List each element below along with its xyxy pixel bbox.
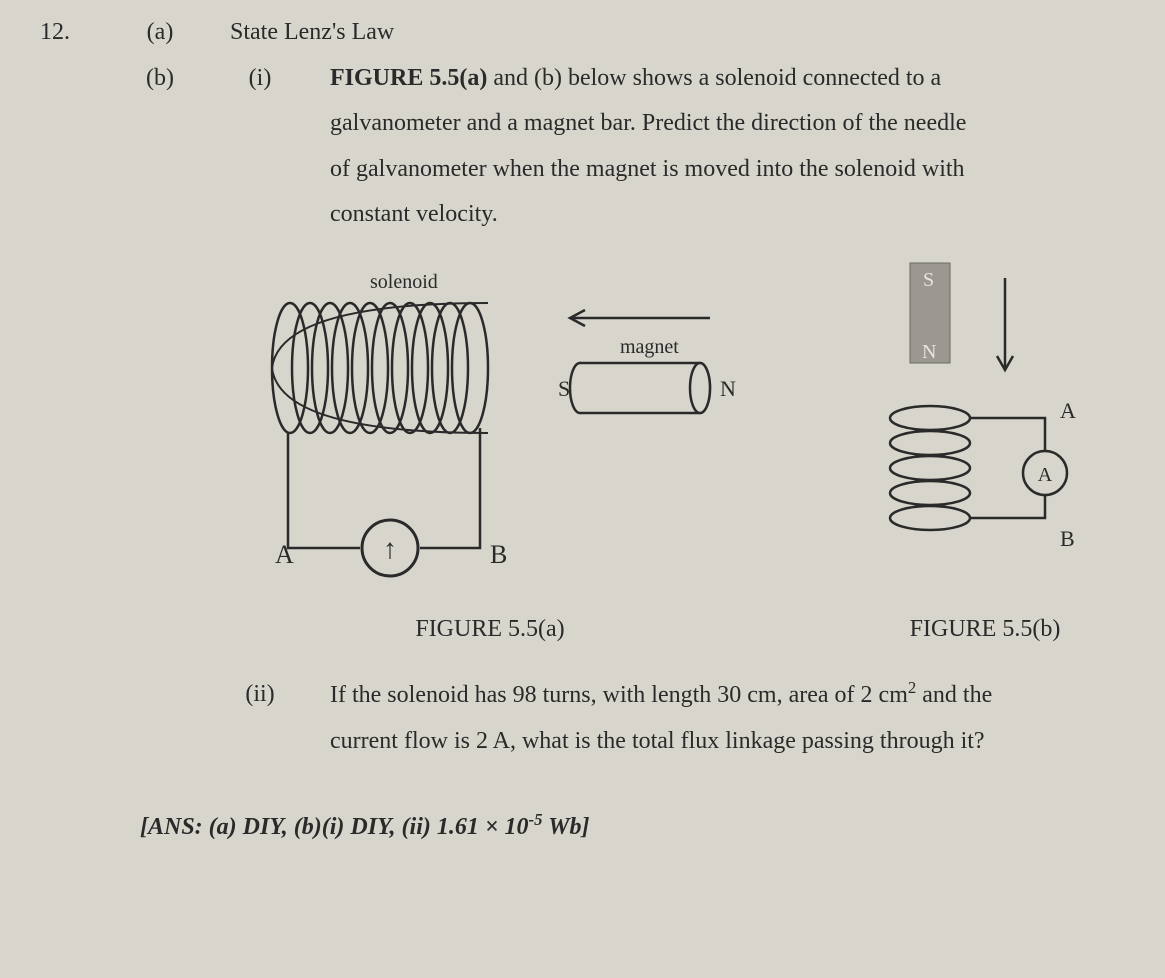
figures-row: solenoid (220, 258, 1125, 652)
pole-n-label: N (720, 376, 736, 401)
row-part-b-ii: (ii) If the solenoid has 98 turns, with … (40, 672, 1125, 764)
part-b-ii-text: If the solenoid has 98 turns, with lengt… (330, 672, 1125, 764)
pole-n-label-b: N (922, 341, 936, 363)
motion-arrow-icon (570, 310, 710, 326)
part-b-marker: (b) (130, 56, 190, 238)
motion-arrow-down-icon (997, 278, 1013, 370)
terminal-b-label: B (490, 540, 507, 569)
figure-ref-bold: FIGURE 5.5(a) (330, 65, 487, 91)
question-number: 12. (40, 10, 90, 56)
ammeter-letter: A (1038, 464, 1053, 486)
part-b-i-text: FIGURE 5.5(a) and (b) below shows a sole… (330, 56, 1125, 238)
solenoid-coils (272, 303, 488, 433)
meter-arrow: ↑ (383, 534, 397, 565)
part-b-i-marker: (i) (230, 56, 290, 238)
part-b-ii-marker: (ii) (230, 672, 290, 764)
page: 12. (a) State Lenz's Law (b) (i) FIGURE … (0, 0, 1165, 871)
magnet-label: magnet (620, 336, 679, 358)
figure-b: S N (845, 258, 1125, 652)
terminal-a-label: A (275, 540, 294, 569)
part-a-marker: (a) (130, 10, 190, 56)
figure-a-caption: FIGURE 5.5(a) (220, 607, 760, 653)
solenoid-label: solenoid (370, 271, 438, 293)
part-a-text: State Lenz's Law (230, 10, 1125, 56)
row-part-a: 12. (a) State Lenz's Law (40, 10, 1125, 56)
answer-line: [ANS: (a) DIY, (b)(i) DIY, (ii) 1.61 × 1… (140, 804, 1125, 851)
figure-a: solenoid (220, 258, 760, 652)
pole-s-label-b: S (923, 269, 934, 291)
row-part-b: (b) (i) FIGURE 5.5(a) and (b) below show… (40, 56, 1125, 238)
terminal-a-label-b: A (1060, 398, 1076, 423)
figure-b-caption: FIGURE 5.5(b) (845, 607, 1125, 653)
coil-icon (890, 406, 970, 530)
pole-s-label: S (558, 376, 570, 401)
figure-b-svg: S N (845, 258, 1125, 578)
magnet-icon (570, 363, 710, 413)
terminal-b-label-b: B (1060, 526, 1075, 551)
figure-a-svg: solenoid (220, 258, 760, 578)
